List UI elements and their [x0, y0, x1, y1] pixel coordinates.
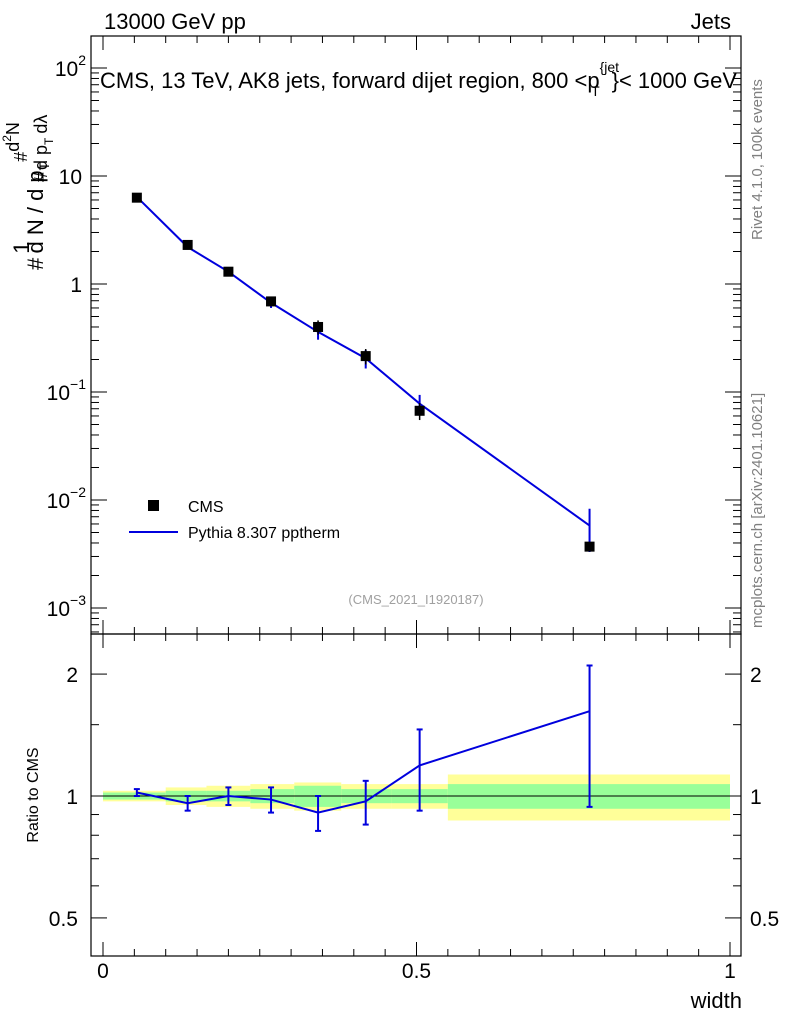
legend-data-label: CMS [188, 499, 224, 516]
ratio-y-tick-label-right: 0.5 [750, 908, 779, 931]
data-point [131, 192, 142, 203]
mc-line [136, 196, 591, 527]
ratio-y-tick-label: 0.5 [49, 908, 78, 931]
main-y-tick-label: 10 [59, 166, 82, 189]
data-point [182, 239, 193, 250]
data-point [414, 405, 425, 416]
y-axis-label: #1d N / d pT#d2N#d pTdλ [0, 115, 56, 270]
x-axis-label: width [690, 988, 742, 1013]
legend: CMS Pythia 8.307 pptherm [129, 499, 340, 542]
mcplots-label: mcplots.cern.ch [arXiv:2401.10621] [749, 393, 766, 628]
ratio-y-tick-label: 2 [66, 664, 78, 687]
data-point [360, 351, 371, 362]
data-series [131, 192, 595, 552]
ratio-x-tick-label: 0 [97, 960, 109, 983]
main-y-tick-label: 10−3 [47, 592, 87, 621]
analysis-ref: (CMS_2021_I1920187) [348, 592, 483, 607]
main-y-tick-label: 10−2 [47, 484, 87, 513]
ratio-y-tick-label-right: 2 [750, 664, 762, 687]
header-left: 13000 GeV pp [104, 9, 246, 34]
data-point [584, 541, 595, 552]
ratio-plot: 0.5 0.51 12 2 0 0.5 1 Ratio to CMS width [25, 633, 779, 1013]
ratio-x-ticks: 0 0.5 1 [97, 634, 736, 983]
main-plot: 102 10 1 10−1 10−2 10−3 (CMS_2021_I1920187) C… [47, 35, 742, 635]
plot-title: CMS, 13 TeV, AK8 jets, forward dijet reg… [100, 59, 737, 99]
ratio-y-label: Ratio to CMS [25, 747, 42, 842]
data-point [266, 296, 277, 307]
rivet-label: Rivet 4.1.0, 100k events [749, 79, 766, 240]
data-point [223, 266, 234, 277]
ratio-bands [103, 774, 730, 821]
ratio-mc-line [136, 710, 590, 814]
main-y-tick-label: 1 [70, 274, 82, 297]
legend-mc-label: Pythia 8.307 pptherm [188, 525, 340, 542]
ratio-mc-series [133, 664, 593, 832]
main-y-ticks: 102 10 1 10−1 10−2 10−3 [47, 52, 741, 633]
main-x-ticks [102, 36, 731, 634]
svg-text:#1d N / d pT#d2N#d pTdλ: #1d N / d pT#d2N#d pTdλ [0, 115, 56, 270]
main-y-tick-label: 10−1 [47, 376, 87, 405]
header-right: Jets [691, 9, 731, 34]
ratio-x-tick-label: 1 [724, 960, 736, 983]
ratio-y-tick-label: 1 [66, 786, 78, 809]
ratio-y-ticks: 0.5 0.5 1 1 2 2 [49, 664, 779, 931]
ratio-y-tick-label-right: 1 [750, 786, 762, 809]
ratio-x-tick-label: 0.5 [402, 960, 431, 983]
main-frame [90, 35, 742, 635]
legend-data-marker [148, 500, 159, 511]
data-point [313, 321, 324, 332]
main-y-tick-label: 102 [55, 52, 86, 81]
